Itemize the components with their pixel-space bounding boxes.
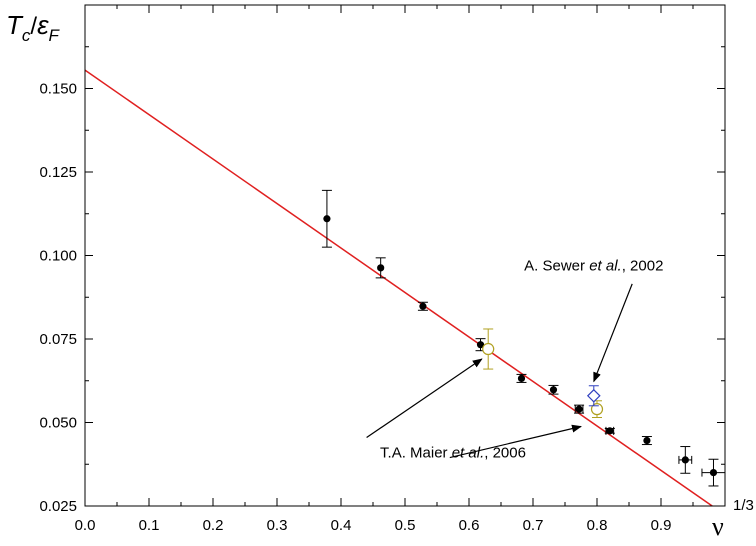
marker-filled-circle bbox=[549, 386, 558, 394]
x-label-main: ν bbox=[712, 512, 724, 541]
marker-filled-circle bbox=[323, 215, 331, 223]
marker-filled-circle bbox=[575, 405, 583, 413]
marker-open-circle bbox=[590, 403, 604, 416]
annotation-label-part: , 2002 bbox=[622, 258, 664, 275]
y-tick-label: 0.100 bbox=[39, 248, 77, 265]
x-tick-label: 0.4 bbox=[331, 517, 352, 534]
data-point bbox=[548, 384, 559, 395]
annotation-label: A. Sewer et al., 2002 bbox=[524, 258, 663, 275]
annotation-label-part: A. Sewer bbox=[524, 258, 589, 275]
x-tick-label: 0.3 bbox=[267, 517, 288, 534]
data-point bbox=[516, 373, 527, 383]
x-axis-label: ν bbox=[712, 512, 724, 541]
x-tick-label: 0.7 bbox=[523, 517, 544, 534]
marker-open-circle bbox=[482, 342, 495, 356]
marker-filled-circle bbox=[643, 436, 651, 445]
data-point bbox=[641, 436, 652, 446]
marker-filled-circle bbox=[419, 302, 427, 310]
data-point bbox=[574, 404, 585, 414]
data-point bbox=[321, 189, 332, 248]
marker-filled-circle bbox=[377, 264, 385, 272]
data-point bbox=[475, 338, 486, 352]
x-tick-label: 0.6 bbox=[459, 517, 480, 534]
x-tick-label: 0.8 bbox=[587, 517, 608, 534]
marker-filled-circle bbox=[681, 456, 689, 464]
annotation-label-part: , 2006 bbox=[484, 445, 526, 462]
x-tick-label: 0.5 bbox=[395, 517, 416, 534]
marker-filled-circle bbox=[476, 341, 485, 349]
data-point bbox=[678, 446, 693, 474]
data-point bbox=[604, 426, 615, 435]
data-point bbox=[375, 257, 386, 279]
annotation-arrow bbox=[366, 358, 483, 439]
x-tick-label: 0.2 bbox=[203, 517, 224, 534]
data-points bbox=[321, 189, 726, 487]
marker-open-diamond bbox=[586, 388, 601, 403]
data-point bbox=[417, 301, 428, 311]
y-label-sub2: F bbox=[49, 26, 61, 45]
y-tick-label: 0.050 bbox=[39, 415, 77, 432]
y-tick-label: 0.150 bbox=[39, 81, 77, 98]
x-axis-label-sup: 1/3 bbox=[733, 497, 754, 514]
annotation-label-part: et al. bbox=[589, 258, 622, 275]
y-tick-label: 0.075 bbox=[39, 331, 77, 348]
x-tick-label: 0.9 bbox=[651, 517, 672, 534]
annotation-arrow bbox=[593, 283, 633, 383]
y-label-main2: ε bbox=[37, 10, 49, 40]
marker-filled-circle bbox=[709, 469, 718, 477]
x-tick-label: 0.0 bbox=[75, 517, 96, 534]
data-point bbox=[701, 458, 726, 487]
plot-frame bbox=[84, 4, 726, 507]
marker-filled-circle bbox=[517, 374, 526, 383]
annotation-label-part: T.A. Maier bbox=[380, 445, 452, 462]
y-tick-label: 0.125 bbox=[39, 164, 77, 181]
fit-line-layer bbox=[84, 69, 713, 507]
y-label-sep: / bbox=[30, 13, 37, 40]
marker-filled-circle bbox=[606, 427, 614, 435]
annotation-arrow bbox=[449, 424, 582, 459]
fit-line bbox=[84, 69, 713, 507]
data-point bbox=[482, 328, 495, 370]
y-label-sub: c bbox=[22, 26, 31, 45]
y-tick-label: 0.025 bbox=[39, 498, 77, 515]
data-point bbox=[586, 385, 601, 407]
data-point bbox=[590, 400, 604, 418]
annotation-label: T.A. Maier et al., 2006 bbox=[380, 445, 526, 462]
x-tick-label: 0.1 bbox=[139, 517, 160, 534]
y-axis-label: Tc/εF bbox=[6, 10, 61, 45]
axis-ticks: 0.0 0.1 0.2 0.3 0.4 0.5 0.6 0.7 0.8 0.9 0.025 0.050… bbox=[39, 5, 725, 534]
y-label-main: T bbox=[6, 10, 24, 40]
